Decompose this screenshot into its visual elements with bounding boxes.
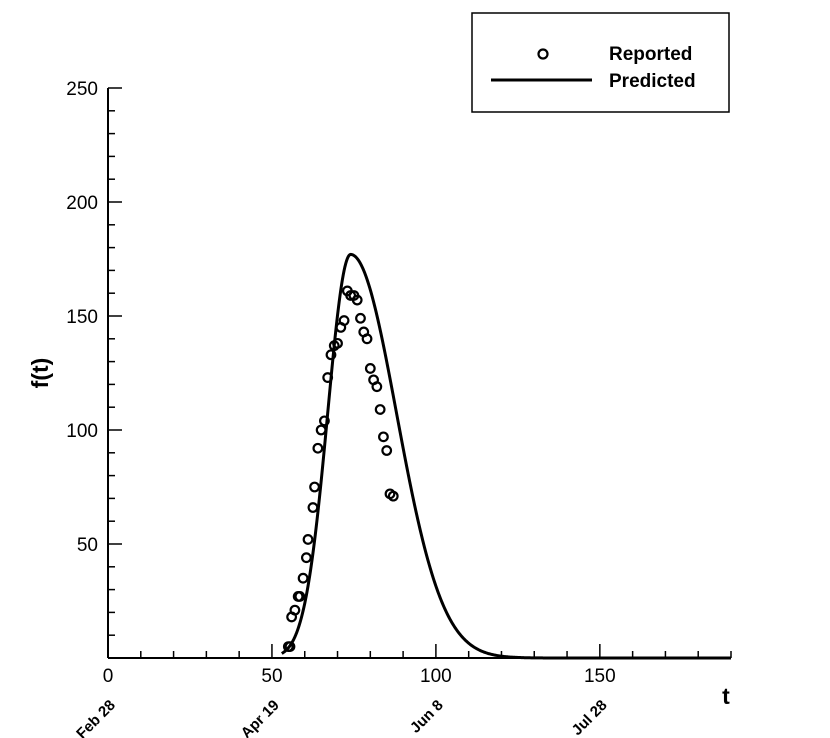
reported-point: [325, 349, 337, 361]
y-tick-label: 100: [66, 421, 98, 442]
x-tick-label: 150: [584, 666, 616, 687]
reported-point: [300, 552, 312, 564]
reported-point: [378, 431, 389, 443]
reported-point: [322, 372, 334, 383]
date-label: Jun 8: [407, 697, 447, 737]
reported-point: [312, 442, 324, 454]
reported-point: [284, 641, 296, 652]
reported-point: [355, 312, 366, 324]
x-tick-label: 100: [420, 666, 452, 687]
reported-point: [302, 534, 314, 545]
predicted-series-line: [280, 252, 731, 660]
reported-point: [297, 572, 309, 584]
plot-frame: [107, 88, 731, 659]
reported-point: [338, 315, 350, 326]
date-label: Feb 28: [73, 697, 119, 738]
x-axis-title: t: [722, 683, 730, 709]
reported-point: [307, 502, 319, 513]
legend-reported-label: Reported: [609, 44, 692, 65]
reported-point: [351, 294, 363, 306]
reported-point: [294, 591, 306, 602]
reported-point: [315, 424, 327, 436]
legend-reported-marker: [537, 48, 549, 60]
y-tick-label: 50: [77, 535, 98, 556]
date-labels: Feb 28 Apr 19 Jun 8 Jul 28: [73, 697, 610, 738]
reported-point: [387, 490, 399, 502]
reported-series-points: [282, 285, 399, 652]
reported-point: [374, 404, 386, 415]
legend: Reported Predicted: [471, 12, 730, 113]
legend-box: [471, 12, 730, 113]
y-axis-ticks: 50 100 150 200 250: [66, 79, 122, 636]
y-axis-title: f(t): [27, 358, 53, 389]
x-tick-label: 0: [103, 666, 114, 687]
y-tick-label: 250: [66, 79, 98, 100]
reported-point: [361, 333, 373, 345]
reported-point: [309, 481, 320, 493]
reported-point: [289, 604, 301, 616]
legend-predicted-label: Predicted: [609, 71, 696, 92]
reported-point: [371, 381, 383, 393]
date-label: Apr 19: [238, 697, 283, 738]
reported-point: [364, 363, 376, 374]
x-axis-ticks: 0 50 100 150: [103, 644, 732, 687]
reported-point: [332, 337, 343, 349]
date-label: Jul 28: [569, 697, 611, 738]
reported-point: [381, 445, 393, 456]
x-tick-label: 50: [261, 666, 282, 687]
y-tick-label: 200: [66, 193, 98, 214]
y-tick-label: 150: [66, 307, 98, 328]
reported-point: [319, 415, 330, 427]
